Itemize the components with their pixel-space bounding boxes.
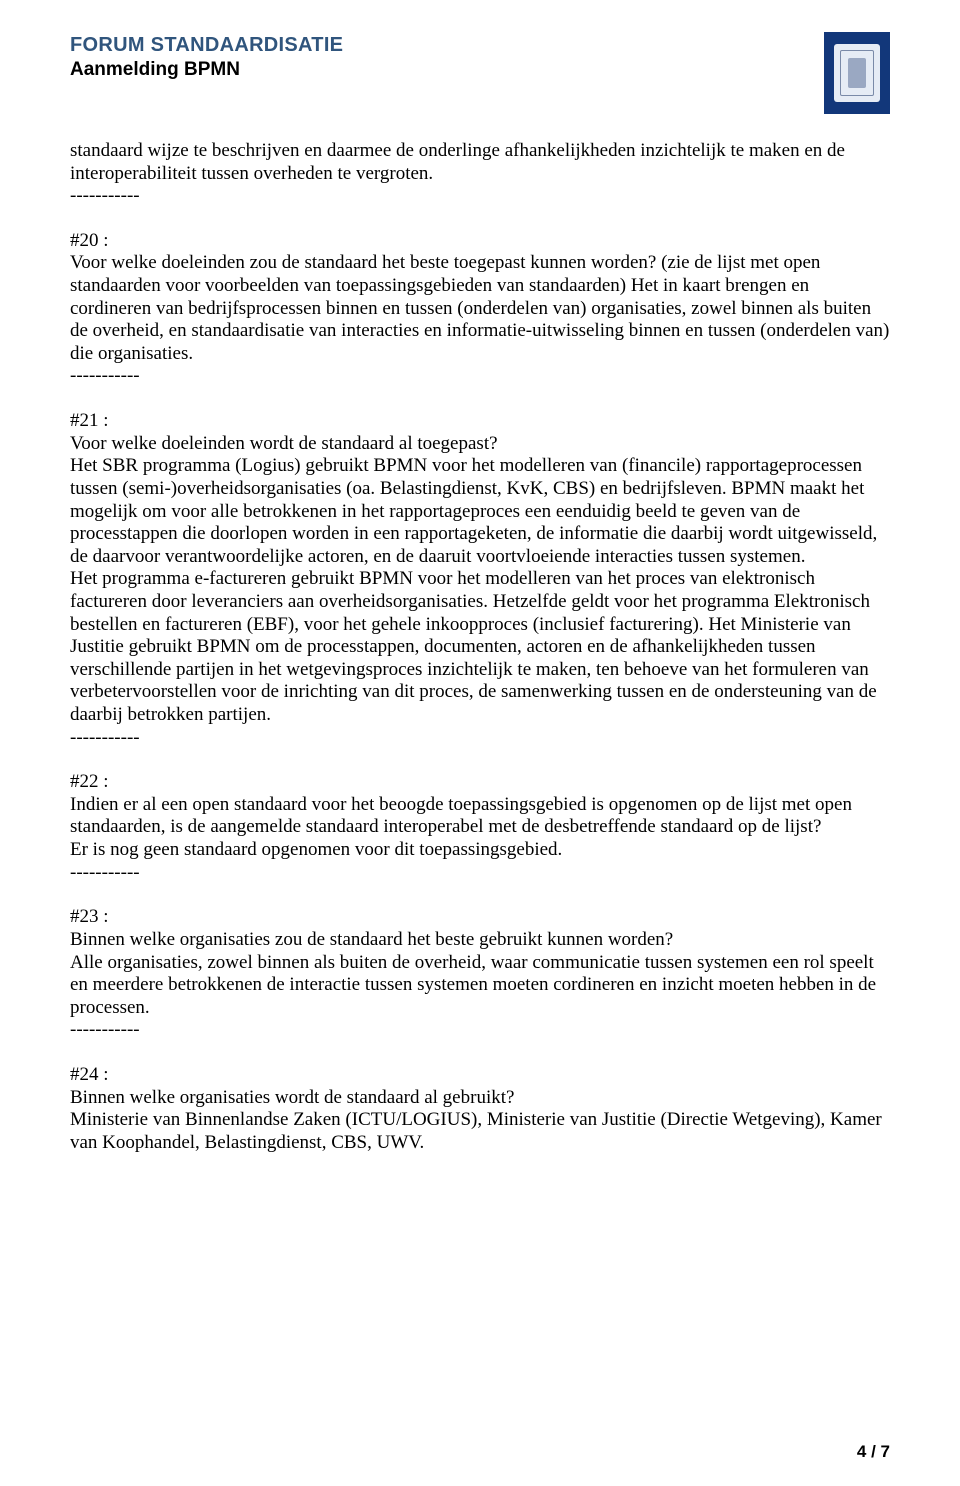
- header-title: FORUM STANDAARDISATIE: [70, 34, 343, 57]
- page-number: 4 / 7: [857, 1442, 890, 1462]
- section-id: #22 :: [70, 771, 890, 794]
- header-text-block: FORUM STANDAARDISATIE Aanmelding BPMN: [70, 32, 343, 81]
- section-id: #20 :: [70, 230, 890, 253]
- separator: -----------: [70, 862, 890, 885]
- section-text: Voor welke doeleinden wordt de standaard…: [70, 433, 890, 727]
- separator: -----------: [70, 185, 890, 208]
- page-header: FORUM STANDAARDISATIE Aanmelding BPMN: [70, 32, 890, 114]
- section-text: Binnen welke organisaties zou de standaa…: [70, 929, 890, 1019]
- section-21: #21 : Voor welke doeleinden wordt de sta…: [70, 410, 890, 749]
- document-page: FORUM STANDAARDISATIE Aanmelding BPMN st…: [0, 0, 960, 1486]
- separator: -----------: [70, 1019, 890, 1042]
- section-22: #22 : Indien er al een open standaard vo…: [70, 771, 890, 884]
- gov-logo: [824, 32, 890, 114]
- section-id: #24 :: [70, 1064, 890, 1087]
- intro-section: standaard wijze te beschrijven en daarme…: [70, 140, 890, 208]
- section-24: #24 : Binnen welke organisaties wordt de…: [70, 1064, 890, 1154]
- header-subtitle: Aanmelding BPMN: [70, 59, 343, 81]
- section-text: Binnen welke organisaties wordt de stand…: [70, 1087, 890, 1155]
- section-text: Indien er al een open standaard voor het…: [70, 794, 890, 862]
- section-id: #23 :: [70, 906, 890, 929]
- separator: -----------: [70, 365, 890, 388]
- intro-paragraph: standaard wijze te beschrijven en daarme…: [70, 140, 890, 185]
- section-20: #20 : Voor welke doeleinden zou de stand…: [70, 230, 890, 388]
- section-23: #23 : Binnen welke organisaties zou de s…: [70, 906, 890, 1042]
- separator: -----------: [70, 727, 890, 750]
- section-text: Voor welke doeleinden zou de standaard h…: [70, 252, 890, 365]
- gov-crest-icon: [834, 44, 880, 102]
- section-id: #21 :: [70, 410, 890, 433]
